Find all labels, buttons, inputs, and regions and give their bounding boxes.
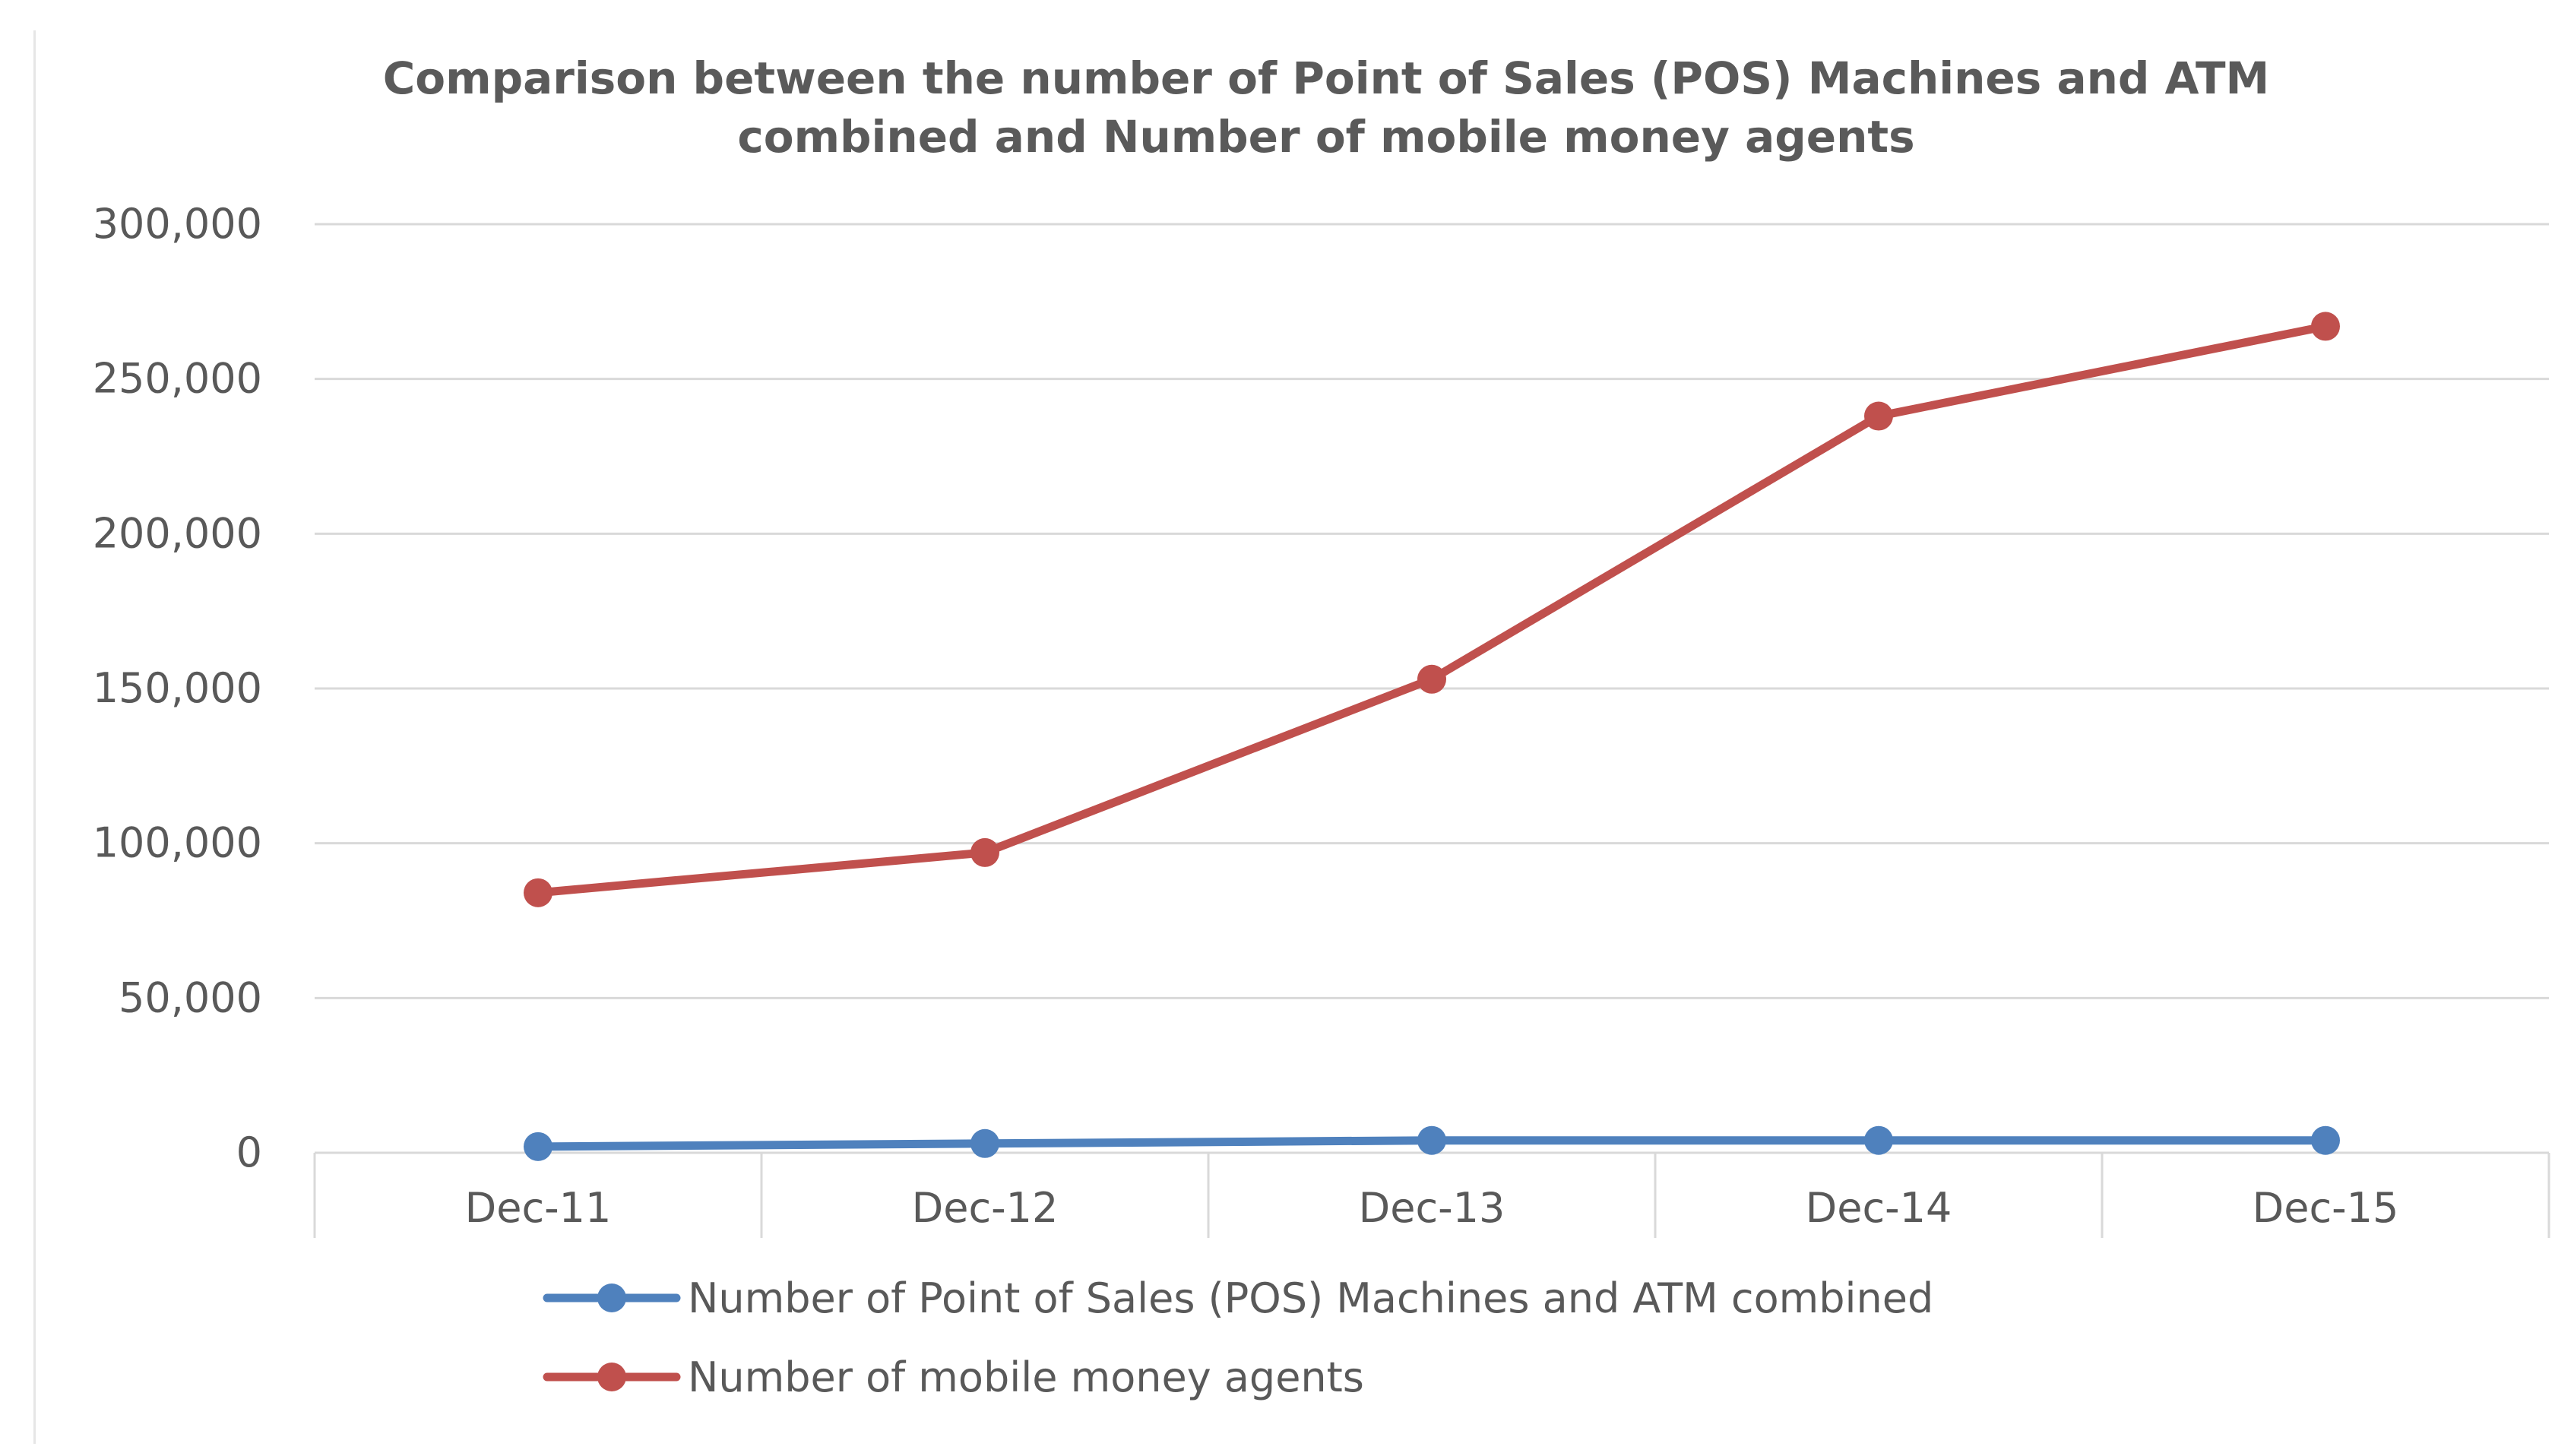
y-tick-label: 250,000: [93, 355, 262, 403]
data-point: [1864, 401, 1893, 431]
gridlines: [315, 223, 2549, 999]
y-tick-label: 200,000: [93, 509, 262, 557]
y-tick-label: 150,000: [93, 664, 262, 712]
legend-label: Number of Point of Sales (POS) Machines …: [688, 1274, 1933, 1322]
y-tick-label: 0: [236, 1128, 262, 1176]
x-axis-ticks: Dec-11 Dec-12 Dec-13 Dec-14 Dec-15: [465, 1184, 2399, 1232]
series-line: [533, 321, 2330, 897]
chart-title-line-2: combined and Number of mobile money agen…: [737, 111, 1914, 163]
x-tick-label: Dec-14: [1806, 1184, 1952, 1232]
data-point: [970, 1128, 999, 1158]
data-point: [1417, 1125, 1446, 1155]
x-tick-label: Dec-12: [912, 1184, 1059, 1232]
data-point: [970, 837, 999, 867]
left-border-line: [33, 30, 36, 1444]
data-point: [2311, 312, 2340, 341]
data-point: [524, 1132, 552, 1161]
series-1: [524, 1125, 2340, 1161]
chart-title-line-1: Comparison between the number of Point o…: [383, 52, 2270, 104]
x-tick-label: Dec-13: [1359, 1184, 1505, 1232]
y-tick-label: 50,000: [119, 973, 262, 1021]
series-lines: [524, 312, 2340, 1161]
series-2: [524, 312, 2340, 907]
y-tick-label: 100,000: [93, 819, 262, 867]
legend-item: Number of Point of Sales (POS) Machines …: [543, 1274, 1933, 1322]
data-point: [1417, 664, 1446, 694]
data-point: [1864, 1125, 1893, 1155]
y-axis-ticks: 0 50,000 100,000 150,000 200,000 250,000 300,0…: [93, 200, 262, 1176]
data-point: [524, 878, 552, 907]
legend-item: Number of mobile money agents: [543, 1353, 1364, 1401]
legend-marker: [597, 1363, 626, 1391]
x-tick-label: Dec-11: [465, 1184, 612, 1232]
y-tick-label: 300,000: [93, 200, 262, 248]
legend-label: Number of mobile money agents: [688, 1353, 1364, 1401]
legend-marker: [597, 1283, 626, 1312]
x-tick-label: Dec-15: [2253, 1184, 2399, 1232]
data-point: [2311, 1125, 2340, 1155]
legend: Number of Point of Sales (POS) Machines …: [543, 1274, 1933, 1401]
